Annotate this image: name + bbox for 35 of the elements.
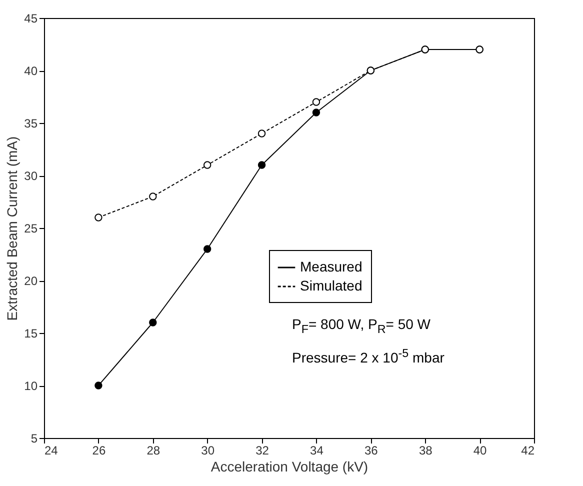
x-tick-label: 36 — [364, 444, 378, 458]
x-axis-title: Acceleration Voltage (kV) — [210, 458, 368, 474]
point — [312, 108, 320, 116]
y-tick-label: 25 — [24, 222, 38, 236]
y-tick-label: 20 — [24, 274, 38, 288]
x-tick-label: 40 — [473, 444, 488, 458]
y-tick-label: 45 — [24, 12, 38, 26]
x-tick-label: 38 — [418, 444, 433, 458]
point — [203, 245, 212, 253]
point — [203, 161, 212, 169]
legend-label: Measured — [300, 258, 362, 274]
y-tick-label: 15 — [24, 326, 38, 340]
point — [312, 98, 320, 106]
point — [94, 382, 102, 390]
point — [94, 214, 102, 222]
y-axis-title: Extracted Beam Current (mA) — [4, 136, 20, 321]
annotation: P$_{F}$= 800 W, P$_{R}$= 50 W — [292, 315, 432, 338]
x-tick-label: 26 — [92, 444, 106, 458]
x-tick-label: 28 — [146, 444, 160, 458]
y-tick-label: 5 — [30, 432, 38, 446]
x-tick-label: 24 — [44, 444, 58, 458]
point — [149, 318, 157, 326]
y-tick-label: 10 — [24, 379, 38, 393]
x-tick-label: 42 — [521, 444, 535, 458]
y-tick-label: 30 — [24, 169, 38, 183]
y-tick-label: 35 — [24, 116, 38, 130]
x-tick-label: 30 — [201, 444, 215, 458]
y-tick-label: 40 — [24, 64, 38, 78]
point — [258, 130, 266, 138]
x-tick-label: 34 — [310, 444, 324, 458]
x-tick-label: 32 — [256, 444, 270, 458]
annotation: Pressure= 2 x 10$^{-5}$ mbar — [292, 346, 444, 368]
point — [149, 192, 157, 200]
point — [258, 161, 266, 169]
legend-label: Simulated — [300, 278, 362, 294]
